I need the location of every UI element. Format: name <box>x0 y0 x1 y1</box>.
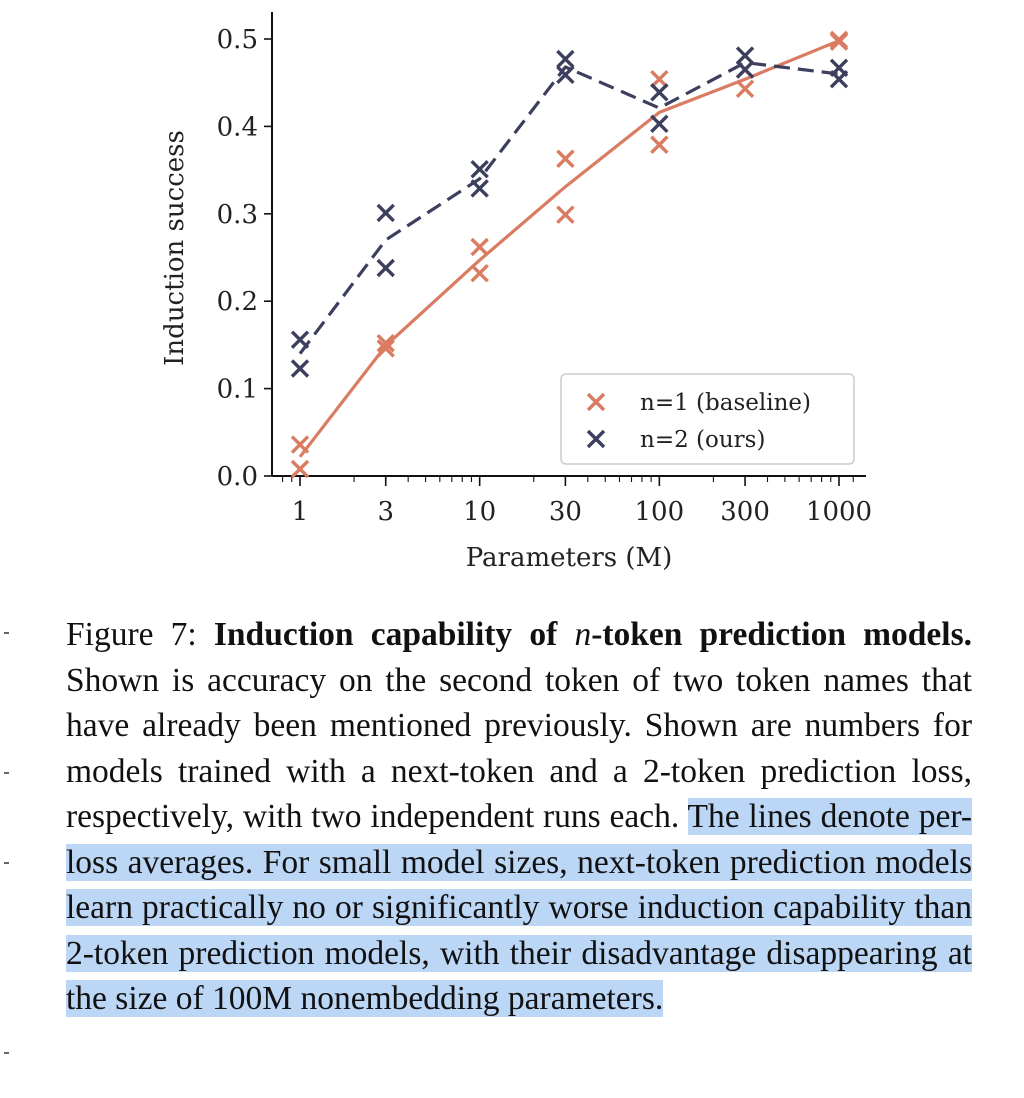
data-point-marker <box>556 49 575 69</box>
legend-marker <box>586 429 606 449</box>
x-tick-label: 30 <box>549 497 582 527</box>
margin-mark <box>4 1052 9 1054</box>
data-point-marker <box>650 135 669 154</box>
figure-caption: Figure 7: Induction capability of n-toke… <box>66 612 972 1022</box>
caption-highlighted-text: The lines denote per-loss averages. For … <box>66 798 972 1017</box>
data-point-marker <box>735 79 755 99</box>
data-point-marker <box>470 160 489 179</box>
chart: 0.0 0.1 0.2 0.3 0.4 0.5 1 3 10 30 100 300 1000 Parame… <box>160 12 872 573</box>
data-point-marker <box>650 114 669 133</box>
data-point-marker <box>290 435 310 454</box>
data-points <box>290 30 849 479</box>
caption-text: Shown is accuracy on the second token of… <box>66 661 972 836</box>
x-tick-label: 10 <box>463 497 496 527</box>
y-tick-label: 0.5 <box>217 25 258 55</box>
x-tick-label: 3 <box>377 497 394 527</box>
caption-title-pre: Induction capability of <box>213 616 558 653</box>
data-point-marker <box>470 264 489 283</box>
caption-label: Figure 7: <box>66 616 197 653</box>
y-tick-label: 0.4 <box>217 112 258 142</box>
series-lines <box>298 39 840 458</box>
legend: n=1 (baseline) n=2 (ours) <box>560 373 855 465</box>
data-point-marker <box>556 149 575 168</box>
data-point-marker <box>290 330 310 349</box>
data-point-marker <box>829 70 849 89</box>
data-point-marker <box>376 339 395 358</box>
caption-title-post: -token prediction models. <box>591 616 973 653</box>
data-point-marker <box>650 83 669 102</box>
series-line-1 <box>298 39 840 458</box>
data-point-marker <box>470 179 489 198</box>
y-axis-label: Induction success <box>160 130 190 366</box>
data-point-marker <box>650 70 669 89</box>
x-tick-label: 1 <box>292 497 309 527</box>
y-tick-label: 0.0 <box>217 462 258 492</box>
data-point-marker <box>290 359 310 378</box>
figure: 0.0 0.1 0.2 0.3 0.4 0.5 1 3 10 30 100 300 1000 Parame… <box>160 12 872 573</box>
axes: 0.0 0.1 0.2 0.3 0.4 0.5 1 3 10 30 100 300 1000 Parame… <box>160 12 872 573</box>
y-tick-label: 0.1 <box>217 375 258 405</box>
x-tick-label: 1000 <box>806 497 872 527</box>
data-point-marker <box>470 237 489 257</box>
data-point-marker <box>376 203 395 223</box>
data-point-marker <box>290 459 310 479</box>
margin-mark <box>4 772 9 774</box>
x-tick-label: 100 <box>635 497 685 527</box>
data-point-marker <box>829 30 849 50</box>
data-point-marker <box>556 205 575 224</box>
x-axis-label: Parameters (M) <box>466 543 673 573</box>
data-point-marker <box>735 46 755 65</box>
y-tick-label: 0.3 <box>217 200 258 230</box>
x-tick-label: 300 <box>720 497 770 527</box>
margin-mark <box>4 632 9 634</box>
data-point-marker <box>556 65 575 85</box>
caption-title: Induction capability of n-token predicti… <box>214 616 972 653</box>
caption-title-math: n <box>574 616 592 653</box>
series-line-2 <box>298 61 840 355</box>
y-tick-label: 0.2 <box>217 287 258 317</box>
legend-label: n=2 (ours) <box>640 427 765 453</box>
data-point-marker <box>376 333 395 353</box>
legend-box <box>560 373 855 465</box>
data-point-marker <box>376 258 395 278</box>
legend-label: n=1 (baseline) <box>640 390 811 416</box>
data-point-marker <box>735 60 755 79</box>
margin-mark <box>4 862 9 864</box>
legend-marker <box>586 392 606 412</box>
